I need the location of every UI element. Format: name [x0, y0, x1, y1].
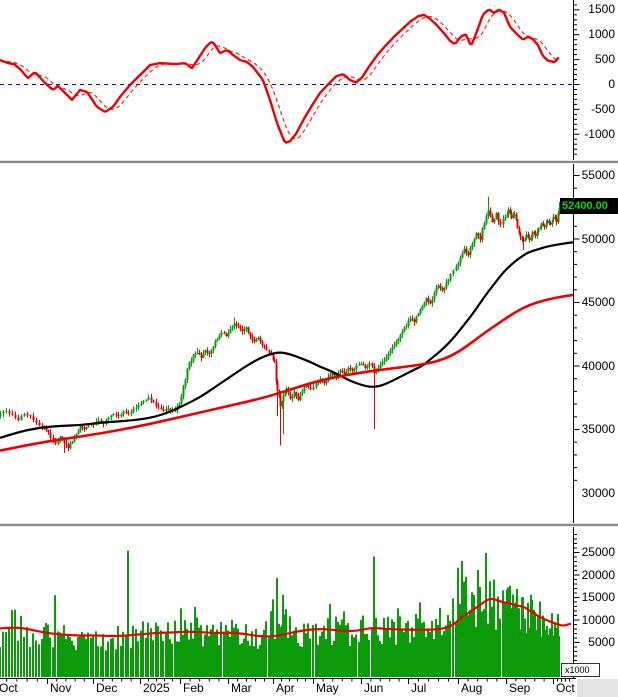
signal-line — [0, 10, 559, 140]
x-axis-month-label: Oct — [0, 681, 18, 695]
indicator-y-tick-label: 0 — [608, 77, 615, 91]
x-axis-month-label: Apr — [276, 681, 295, 695]
axis-corner — [577, 679, 618, 697]
panel-splitter-bottom[interactable] — [0, 523, 618, 527]
indicator-line — [0, 8, 560, 144]
x-axis-month-label: Nov — [50, 681, 72, 695]
candlesticks — [0, 196, 561, 454]
x-axis-month-label: Jun — [364, 681, 384, 695]
price-y-tick-label: 50000 — [581, 231, 615, 246]
volume-unit-label: x1000 — [561, 663, 600, 677]
indicator-y-tick-label: 1500 — [588, 2, 615, 17]
price-y-tick-label: 55000 — [581, 168, 615, 182]
ma-fast-line — [0, 241, 574, 439]
indicator-y-tick-label: 1000 — [588, 27, 615, 42]
volume-y-tick-label: 15000 — [581, 590, 615, 604]
x-axis-month-label: Jul — [411, 681, 427, 695]
indicator-y-tick-label: -1000 — [584, 126, 615, 141]
price-y-tick-label: 45000 — [581, 295, 615, 309]
x-axis-month-label: May — [316, 681, 339, 695]
indicator-y-tick-label: -500 — [590, 101, 615, 116]
price-y-tick-label: 30000 — [581, 485, 615, 500]
price-y-tick-label: 40000 — [581, 358, 615, 373]
volume-y-tick-label: 20000 — [581, 567, 615, 582]
volume-ma-line — [0, 597, 572, 638]
volume-y-tick-label: 25000 — [581, 545, 615, 559]
x-axis-month-label: 2025 — [143, 681, 170, 695]
last-price-label: 52400.00 — [560, 198, 618, 214]
volume-y-tick-label: 10000 — [581, 612, 615, 627]
volume-y-tick-label: 5000 — [588, 635, 615, 649]
ma-slow-line — [0, 293, 574, 452]
x-axis-month-label: Dec — [96, 681, 118, 695]
x-axis-month-label: Feb — [183, 681, 204, 695]
volume-bars — [0, 550, 560, 678]
panel-splitter-top[interactable] — [0, 160, 618, 164]
x-axis-month-label: Mar — [231, 681, 252, 695]
price-y-tick-label: 35000 — [581, 422, 615, 436]
x-axis-month-label: Aug — [461, 681, 483, 695]
indicator-y-tick-label: 500 — [594, 52, 615, 67]
x-axis-month-label: Sep — [509, 681, 531, 695]
x-axis-month-label: Oct — [556, 681, 575, 695]
axes — [0, 0, 580, 684]
